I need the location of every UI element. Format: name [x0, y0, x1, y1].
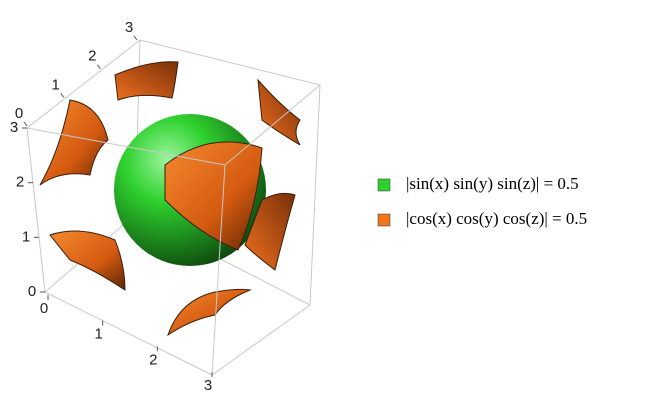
x-tick-label: 2 [149, 351, 157, 368]
y-tick-label: 1 [51, 76, 59, 93]
y-tick-label: 0 [15, 105, 23, 122]
z-tick-label: 0 [28, 283, 36, 300]
tick-mark [96, 64, 101, 69]
surfaces [39, 61, 301, 337]
legend-marker [377, 178, 391, 192]
x-tick-label: 1 [94, 326, 102, 343]
surface-patch [164, 141, 263, 251]
tick-mark [23, 121, 28, 127]
box-edge [211, 164, 226, 376]
tick-mark [60, 93, 65, 98]
y-tick-label: 2 [88, 48, 96, 65]
legend-marker [377, 213, 391, 227]
surface-patch [257, 78, 301, 146]
z-tick-label: 2 [16, 174, 24, 191]
surface-patch [167, 288, 252, 337]
tick-mark [133, 35, 138, 41]
x-tick-label: 0 [40, 300, 48, 317]
surface-patch [244, 192, 296, 271]
surface-patch [39, 99, 109, 186]
surface-patch [114, 61, 179, 101]
legend-label: |sin(x) sin(y) sin(z)| = 0.5 [406, 174, 579, 193]
surface-patch [49, 230, 126, 291]
x-tick-label: 3 [204, 377, 212, 394]
y-tick-label: 3 [125, 19, 133, 36]
legend: |sin(x) sin(y) sin(z)| = 0.5 |cos(x) cos(… [377, 174, 587, 228]
z-tick-label: 3 [10, 119, 18, 136]
z-tick-label: 1 [22, 228, 30, 245]
legend-label: |cos(x) cos(y) cos(z)| = 0.5 [406, 209, 587, 228]
